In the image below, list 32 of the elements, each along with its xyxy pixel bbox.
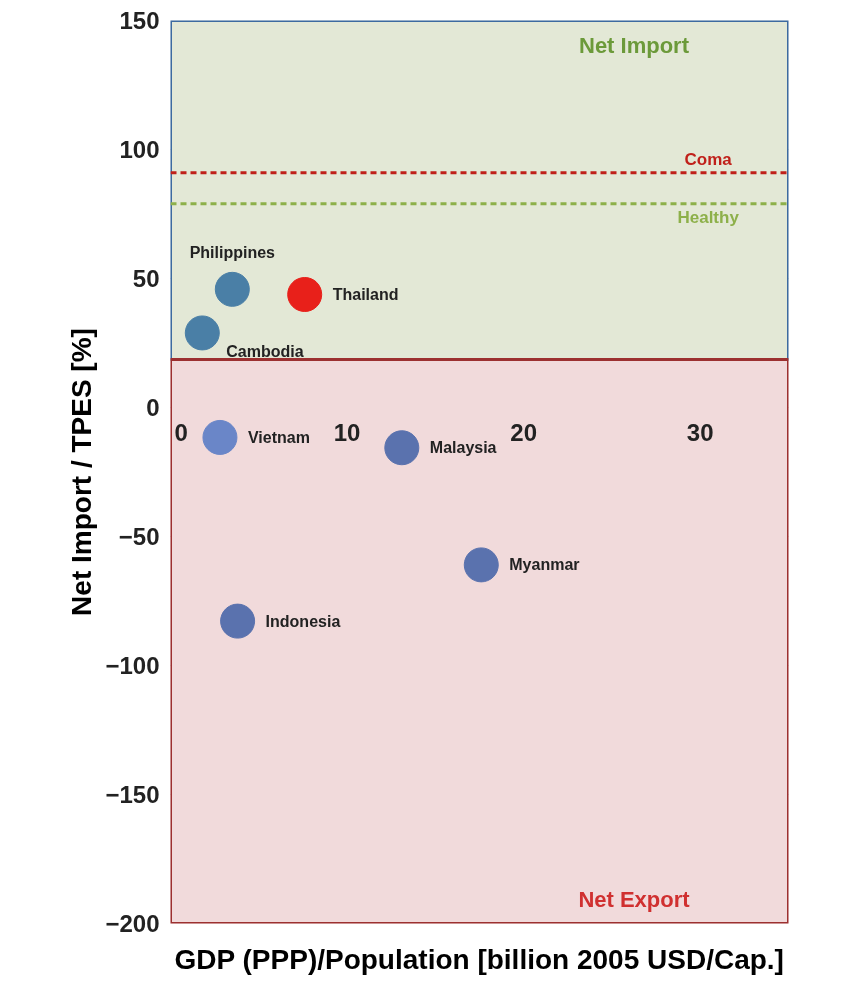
annotation: Cambodia (226, 342, 304, 360)
point (184, 315, 220, 351)
x-tick-label: 10 (333, 418, 361, 446)
y-tick-label: −100 (105, 652, 160, 679)
annotation: Vietnam (247, 428, 310, 446)
annotation: Indonesia (265, 612, 341, 630)
annotation: Philippines (189, 244, 276, 262)
x-tick-label: 30 (686, 418, 714, 446)
y-axis-title: Net Import / TPES [%] (66, 328, 98, 616)
band-label: Net Export (578, 886, 691, 912)
point (384, 430, 420, 466)
x-tick-label: 20 (510, 418, 537, 446)
y-tick-label: −150 (105, 781, 160, 808)
x-axis-title: GDP (PPP)/Population [billion 2005 USD/Cap.] (174, 943, 784, 975)
y-tick-label: 150 (119, 7, 160, 34)
point (202, 419, 238, 455)
annotation: Malaysia (429, 439, 497, 457)
ref-line-label: Healthy (677, 207, 740, 227)
annotation: Thailand (332, 286, 399, 303)
y-tick-label: 100 (119, 136, 160, 163)
band-label: Net Import (579, 32, 690, 58)
ref-line-label: Coma (684, 149, 733, 169)
y-tick-label: −200 (105, 910, 160, 937)
annotation: Myanmar (509, 556, 580, 574)
point (220, 603, 256, 639)
point (214, 271, 250, 307)
y-tick-label: 50 (132, 265, 160, 292)
x-tick-label: 0 (174, 418, 188, 446)
point (287, 277, 323, 312)
point (463, 547, 499, 583)
y-tick-label: 0 (146, 394, 160, 421)
y-tick-label: −50 (118, 523, 160, 550)
